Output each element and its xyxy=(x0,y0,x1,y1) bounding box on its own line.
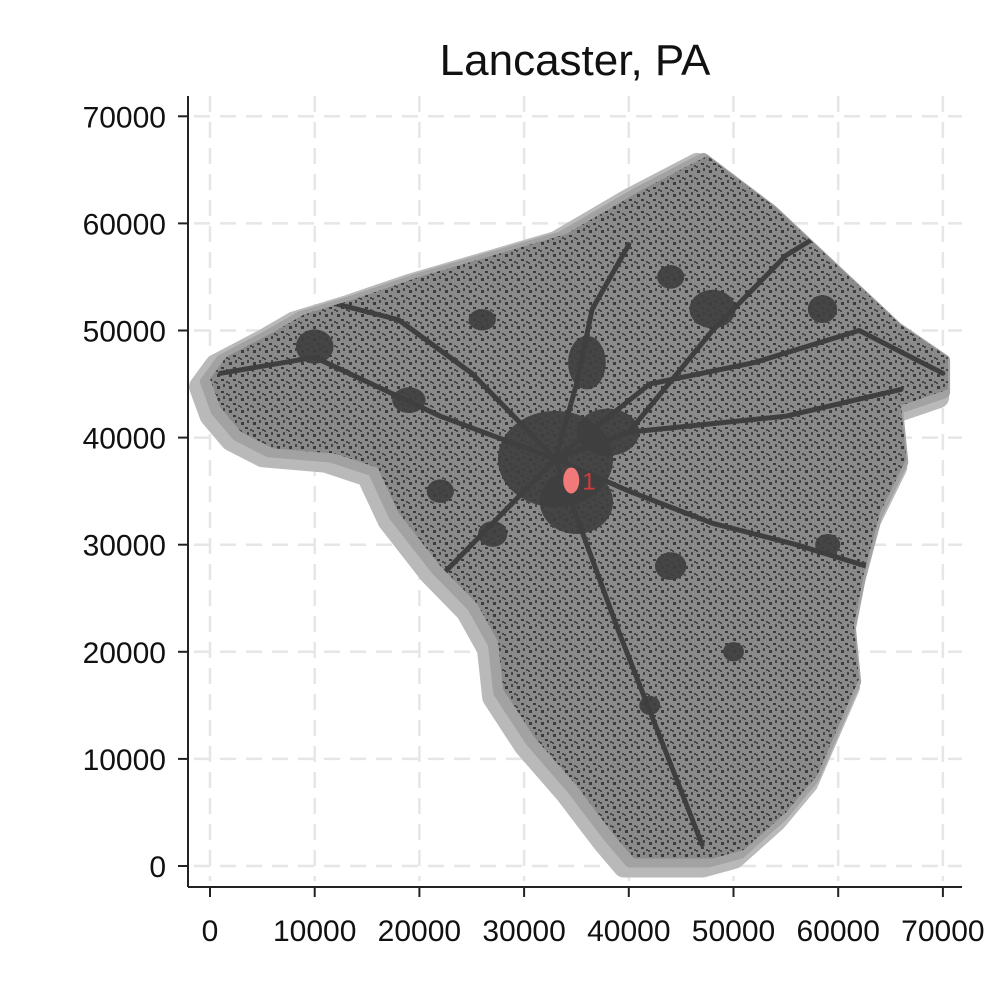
urban-area-7 xyxy=(807,295,838,324)
y-tick-label: 30000 xyxy=(83,530,166,563)
x-tick-label: 60000 xyxy=(796,915,879,948)
urban-area-3 xyxy=(568,335,606,390)
x-tick-label: 70000 xyxy=(901,915,984,948)
x-tick-label: 50000 xyxy=(692,915,775,948)
y-tick-label: 50000 xyxy=(83,316,166,349)
axes: 0 10000 20000 30000 40000 50000 60000 70000 0 100… xyxy=(83,96,985,948)
y-tick-label: 20000 xyxy=(83,637,166,670)
urban-area-12 xyxy=(478,521,508,547)
y-tick-label: 40000 xyxy=(83,423,166,456)
urban-area-5 xyxy=(392,387,426,413)
road-3 xyxy=(312,295,558,462)
urban-area-1 xyxy=(539,469,614,534)
chart-title: Lancaster, PA xyxy=(439,36,711,85)
urban-area-8 xyxy=(654,552,687,581)
urban-area-6 xyxy=(689,289,736,329)
marker-label-1: 1 xyxy=(582,468,595,495)
urban-area-11 xyxy=(426,479,454,503)
x-tick-label: 0 xyxy=(202,915,219,948)
urban-area-13 xyxy=(657,265,685,289)
y-tick-label: 0 xyxy=(149,851,166,884)
urban-area-9 xyxy=(815,533,841,556)
urban-area-10 xyxy=(723,642,744,662)
marker-point-1 xyxy=(563,467,580,494)
x-tick-label: 10000 xyxy=(273,915,356,948)
x-tick-label: 40000 xyxy=(587,915,670,948)
x-tick-label: 20000 xyxy=(378,915,461,948)
markers: 1 xyxy=(563,467,596,495)
urban-area-15 xyxy=(639,695,661,715)
urban-area-14 xyxy=(468,309,496,331)
y-tick-label: 60000 xyxy=(83,208,166,241)
road-7 xyxy=(553,328,946,462)
y-tick-label: 70000 xyxy=(83,101,166,134)
urban-area-4 xyxy=(295,329,334,364)
x-tick-label: 30000 xyxy=(482,915,565,948)
y-tick-label: 10000 xyxy=(83,744,166,777)
urban-area-2 xyxy=(576,408,640,456)
